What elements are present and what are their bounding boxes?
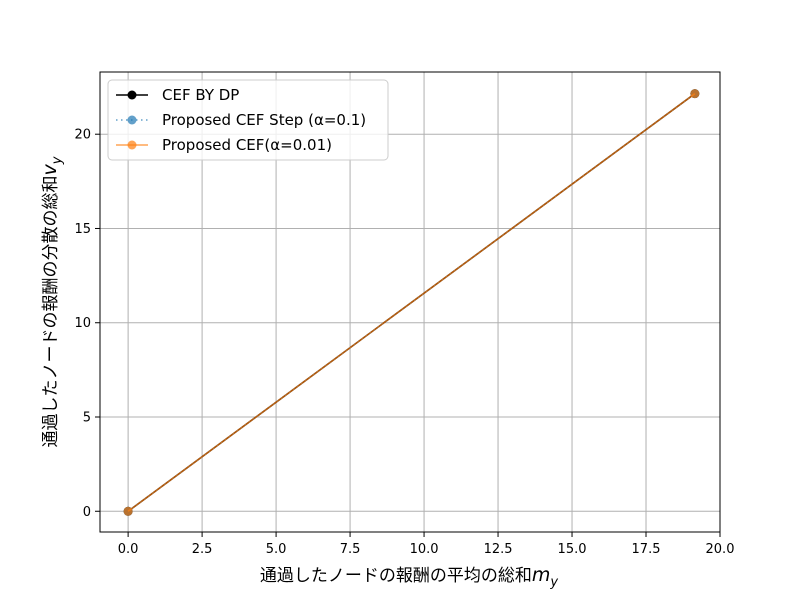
legend-item: CEF BY DP bbox=[116, 86, 239, 104]
plot-frame bbox=[99, 71, 721, 533]
data-point bbox=[123, 506, 133, 516]
legend-box bbox=[107, 79, 389, 161]
legend-marker bbox=[127, 140, 137, 150]
x-tick-label: 0.0 bbox=[118, 542, 139, 557]
legend: CEF BY DP Proposed CEF Step (α=0.1) Propos… bbox=[107, 79, 389, 161]
x-tick-label: 10.0 bbox=[410, 542, 439, 557]
y-axis-label: 通過したノードの報酬の分散の総和vy bbox=[39, 156, 65, 447]
x-axis-label: 通過したノードの報酬の平均の総和my bbox=[260, 564, 559, 590]
grid bbox=[100, 72, 721, 532]
x-tick-label: 12.5 bbox=[484, 542, 513, 557]
series-line bbox=[127, 93, 696, 512]
y-tick-label: 5 bbox=[83, 411, 91, 426]
legend-label: CEF BY DP bbox=[162, 86, 239, 104]
legend-item: Proposed CEF(α=0.01) bbox=[116, 136, 332, 154]
x-tick-label: 7.5 bbox=[340, 542, 361, 557]
series-layer bbox=[123, 89, 700, 516]
x-tick-label: 17.5 bbox=[632, 542, 661, 557]
y-tick-label: 0 bbox=[83, 505, 91, 520]
y-tick-label: 10 bbox=[74, 316, 91, 331]
y-axis: 0 5 10 15 20 bbox=[74, 128, 100, 520]
x-tick-label: 20.0 bbox=[706, 542, 735, 557]
x-axis: 0.0 2.5 5.0 7.5 10.0 12.5 15.0 17.5 20.0 bbox=[118, 532, 735, 557]
legend-marker bbox=[127, 115, 137, 125]
y-tick-label: 15 bbox=[74, 222, 91, 237]
series-2 bbox=[123, 89, 700, 516]
legend-label: Proposed CEF Step (α=0.1) bbox=[162, 111, 366, 129]
legend-marker bbox=[127, 90, 137, 100]
data-point bbox=[690, 89, 700, 99]
x-tick-label: 2.5 bbox=[192, 542, 213, 557]
y-tick-label: 20 bbox=[74, 128, 91, 143]
x-tick-label: 5.0 bbox=[266, 542, 287, 557]
legend-label: Proposed CEF(α=0.01) bbox=[162, 136, 332, 154]
legend-item: Proposed CEF Step (α=0.1) bbox=[116, 111, 366, 129]
x-tick-label: 15.0 bbox=[558, 542, 587, 557]
